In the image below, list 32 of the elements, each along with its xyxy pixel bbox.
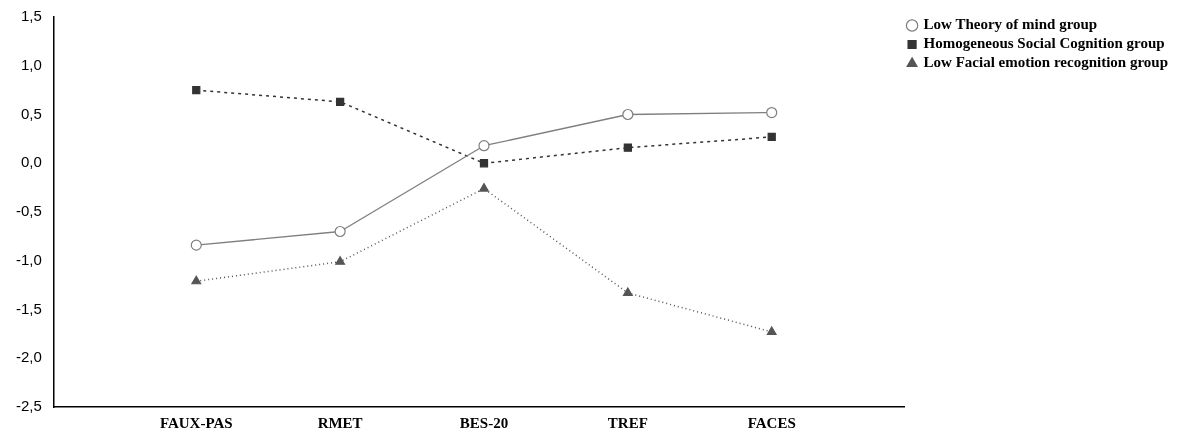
y-tick-label: -1,0 [15, 250, 42, 268]
point [622, 287, 633, 297]
point [191, 275, 202, 285]
legend-label: Low Facial emotion recognition group [923, 54, 1169, 71]
point [334, 225, 346, 238]
y-tick-label: 0,5 [20, 104, 42, 122]
point [623, 143, 632, 152]
y-tick-label: -2,0 [15, 348, 42, 366]
point [622, 108, 634, 121]
x-tick-label: TREF [607, 414, 648, 431]
y-tick-label: 0,0 [20, 153, 42, 171]
point [767, 132, 776, 142]
x-tick-label: BES-20 [459, 414, 509, 431]
point [479, 183, 489, 192]
point [192, 85, 201, 95]
point [335, 97, 345, 106]
point [335, 256, 346, 265]
point [190, 239, 202, 251]
y-tick-label: 1,5 [20, 7, 42, 25]
point [479, 159, 489, 168]
point [766, 326, 777, 336]
x-tick-label: FAUX-PAS [159, 414, 233, 431]
x-tick-label: FACES [747, 414, 796, 431]
y-tick-label: -1,5 [15, 299, 42, 317]
y-tick-label: 1,0 [20, 55, 42, 73]
legend-label: Low Theory of mind group [923, 16, 1098, 33]
y-tick-label: -2,5 [15, 397, 42, 415]
x-tick-label: RMET [317, 414, 363, 431]
legend-label: Homogeneous Social Cognition group [923, 35, 1165, 52]
point [478, 140, 490, 152]
y-tick-label: -0,5 [15, 202, 42, 220]
point [766, 106, 778, 119]
